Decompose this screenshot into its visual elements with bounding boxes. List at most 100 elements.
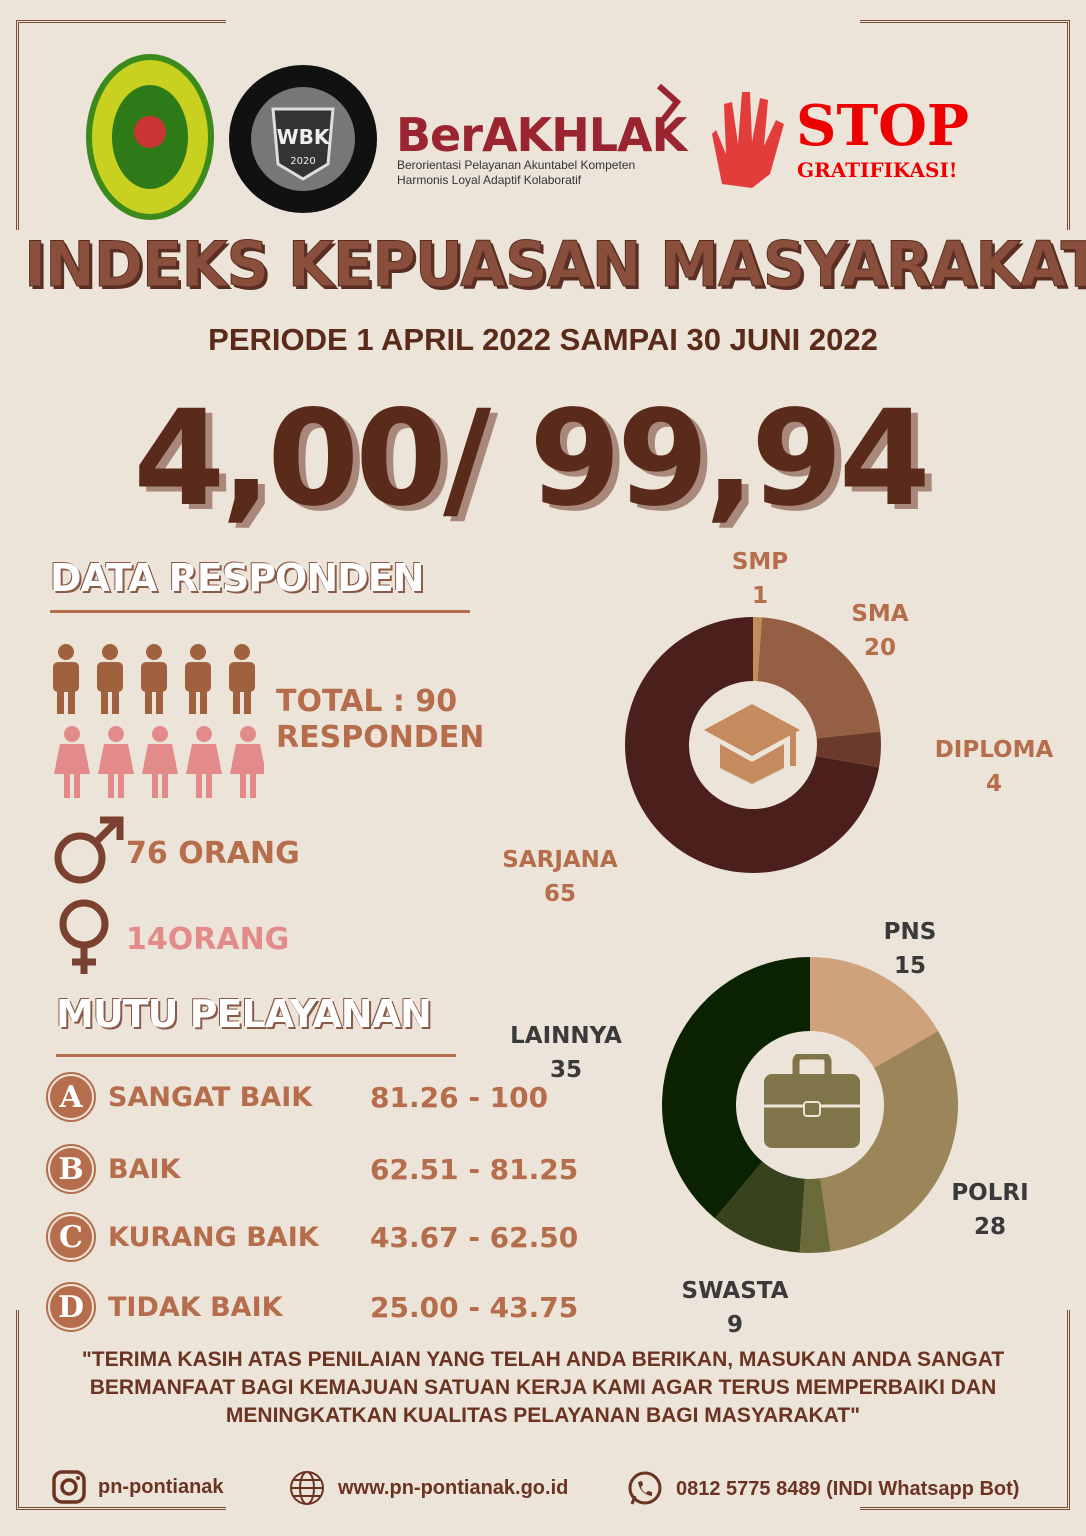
decorative-frame-top-left xyxy=(16,20,226,230)
grade-badge: A xyxy=(46,1072,96,1122)
donut-label: POLRI 28 xyxy=(910,1176,1070,1244)
female-person-icon xyxy=(230,726,264,798)
male-person-icon xyxy=(53,644,79,714)
label-category: PNS xyxy=(883,919,937,945)
donut-label: DIPLOMA 4 xyxy=(914,733,1074,801)
donut-label: SMA 20 xyxy=(800,597,960,665)
male-symbol-icon xyxy=(54,816,124,884)
male-person-icon xyxy=(97,644,123,714)
tagline-line1: Berorientasi Pelayanan Akuntabel Kompete… xyxy=(397,158,636,172)
whatsapp-icon xyxy=(628,1471,662,1505)
female-count: 14ORANG xyxy=(126,922,290,957)
total-line2: RESPONDEN xyxy=(276,720,485,755)
donut-slice-swasta xyxy=(714,1161,805,1253)
berakhlak-logo-title: BerAKHLAK xyxy=(396,108,687,162)
donut-slice-pns xyxy=(810,957,939,1068)
label-category: SMP xyxy=(731,549,789,575)
grade-badge: B xyxy=(46,1144,96,1194)
label-value: 9 xyxy=(726,1312,743,1338)
label-category: LAINNYA xyxy=(510,1023,622,1049)
tagline-line2: Harmonis Loyal Adaptif Kolaboratif xyxy=(397,173,582,187)
donut-label: SWASTA 9 xyxy=(655,1274,815,1342)
stop-title: STOP xyxy=(796,93,970,159)
donut-slice-diploma xyxy=(816,731,881,768)
decorative-frame-bottom-left xyxy=(16,1310,226,1510)
female-symbol-icon xyxy=(59,899,109,974)
label-value: 65 xyxy=(543,881,576,907)
grade-row: B BAIK 62.51 - 81.25 xyxy=(46,1144,579,1194)
label-category: SMA xyxy=(851,601,909,627)
globe-icon xyxy=(290,1471,324,1505)
website-url: www.pn-pontianak.go.id xyxy=(338,1476,569,1499)
label-value: 28 xyxy=(973,1214,1006,1240)
decorative-frame-bottom-right xyxy=(860,1310,1070,1510)
instagram-icon xyxy=(52,1470,86,1504)
whatsapp-link[interactable]: 0812 5775 8489 (INDI Whatsapp Bot) xyxy=(626,1470,1019,1508)
label-value: 4 xyxy=(985,771,1002,797)
label-category: SARJANA xyxy=(502,847,618,873)
female-person-icon xyxy=(98,726,134,798)
male-person-icon xyxy=(229,644,255,714)
instagram-link[interactable]: pn-pontianak xyxy=(52,1470,224,1504)
wbk-center-text: WBK xyxy=(277,125,331,149)
female-person-icon xyxy=(186,726,222,798)
label-category: SWASTA xyxy=(681,1278,789,1304)
whatsapp-number: 0812 5775 8489 (INDI Whatsapp Bot) xyxy=(676,1477,1020,1500)
divider xyxy=(56,1054,456,1057)
donut-slice-lainnya xyxy=(661,957,810,1219)
graduation-cap-icon xyxy=(704,704,800,784)
briefcase-icon xyxy=(764,1054,860,1148)
hand-stop-icon xyxy=(712,92,784,188)
donut-label: LAINNYA 35 xyxy=(486,1019,646,1087)
grade-name: BAIK xyxy=(108,1153,181,1185)
female-person-icon xyxy=(142,726,178,798)
label-value: 15 xyxy=(893,953,926,979)
donut-slice-polri xyxy=(820,1031,958,1252)
grade-range: 43.67 - 62.50 xyxy=(370,1220,579,1254)
grade-name: TIDAK BAIK xyxy=(108,1291,283,1323)
label-value: 1 xyxy=(751,583,768,609)
donut-label: PNS 15 xyxy=(830,915,990,983)
label-category: DIPLOMA xyxy=(934,737,1054,763)
total-line1: TOTAL : 90 xyxy=(276,684,458,719)
berakhlak-tagline: Berorientasi Pelayanan Akuntabel Kompete… xyxy=(397,158,635,188)
grade-range: 81.26 - 100 xyxy=(370,1080,549,1114)
female-person-icon xyxy=(54,726,90,798)
donut-slice-smp xyxy=(753,617,762,682)
stop-subtitle: GRATIFIKASI! xyxy=(797,158,958,182)
grade-name: SANGAT BAIK xyxy=(108,1081,313,1113)
total-respondents: TOTAL : 90 RESPONDEN xyxy=(276,684,484,756)
people-icons xyxy=(53,644,264,798)
wbk-year-text: 2020 xyxy=(290,156,315,167)
chevron-right-icon xyxy=(657,84,681,122)
grade-badge: D xyxy=(46,1282,96,1332)
decorative-frame-top-right xyxy=(860,20,1070,230)
grade-badge: C xyxy=(46,1212,96,1262)
grade-row: C KURANG BAIK 43.67 - 62.50 xyxy=(46,1212,579,1262)
donut-slice-other xyxy=(799,1178,831,1253)
donut-label: SMP 1 xyxy=(680,545,840,613)
instagram-handle: pn-pontianak xyxy=(98,1475,224,1498)
grade-row: D TIDAK BAIK 25.00 - 43.75 xyxy=(46,1282,579,1332)
label-value: 35 xyxy=(549,1057,582,1083)
grade-name: KURANG BAIK xyxy=(108,1221,319,1253)
respondents-heading: DATA RESPONDEN xyxy=(50,556,424,600)
male-person-icon xyxy=(185,644,211,714)
court-logo xyxy=(86,54,214,220)
label-category: POLRI xyxy=(951,1180,1029,1206)
score: 4,00/ 99,94 xyxy=(133,382,930,536)
grade-range: 62.51 - 81.25 xyxy=(370,1152,579,1186)
grade-range: 25.00 - 43.75 xyxy=(370,1290,579,1324)
page-title: INDEKS KEPUASAN MASYARAKAT xyxy=(24,228,1086,302)
donut-slice-sma xyxy=(757,617,881,739)
thank-you-quote: "TERIMA KASIH ATAS PENILAIAN YANG TELAH … xyxy=(81,1348,1005,1427)
grade-row: A SANGAT BAIK 81.26 - 100 xyxy=(46,1072,549,1122)
donut-slice-sarjana xyxy=(625,617,880,874)
website-link[interactable]: www.pn-pontianak.go.id xyxy=(288,1470,568,1506)
male-count: 76 ORANG xyxy=(126,836,300,871)
quality-heading: MUTU PELAYANAN xyxy=(56,992,432,1036)
label-value: 20 xyxy=(863,635,896,661)
male-person-icon xyxy=(141,644,167,714)
period: PERIODE 1 APRIL 2022 SAMPAI 30 JUNI 2022 xyxy=(208,322,878,357)
